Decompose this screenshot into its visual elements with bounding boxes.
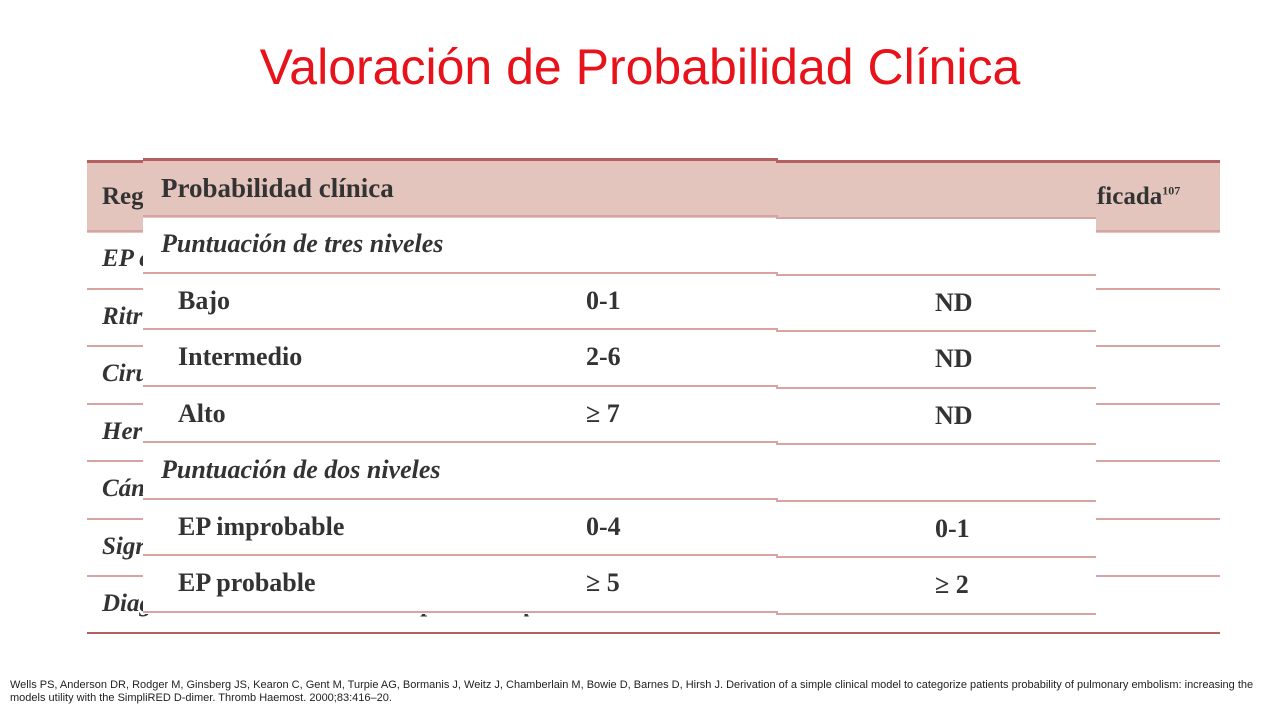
score-alt: ND bbox=[935, 400, 973, 430]
score: ≥ 5 bbox=[586, 568, 620, 597]
score: 2-6 bbox=[586, 342, 621, 371]
score-alt: ≥ 2 bbox=[935, 570, 969, 599]
row-line bbox=[776, 386, 1096, 389]
row-line bbox=[143, 554, 778, 556]
header-fragment: ificada107 bbox=[1090, 184, 1180, 209]
row-line bbox=[776, 613, 1096, 615]
row-line bbox=[143, 497, 778, 500]
row-line bbox=[776, 443, 1096, 445]
row-line bbox=[143, 384, 778, 387]
row-label: Ciru bbox=[102, 360, 150, 387]
row-line bbox=[776, 273, 1096, 276]
row-line bbox=[143, 215, 778, 217]
score-alt: ND bbox=[935, 344, 973, 373]
score: ≥ 7 bbox=[586, 398, 620, 428]
row-line bbox=[776, 556, 1096, 558]
row-label: Intermedio bbox=[178, 342, 303, 371]
row-line bbox=[776, 499, 1096, 502]
probability-table: Probabilidad clínica Puntuación de tres … bbox=[143, 158, 1096, 615]
row-line bbox=[776, 330, 1096, 332]
table-header bbox=[776, 160, 1096, 218]
row-label: EP c bbox=[102, 245, 151, 272]
row-line bbox=[87, 632, 1220, 634]
row-label: Sigr bbox=[102, 532, 146, 560]
row-line bbox=[143, 441, 778, 443]
table-header bbox=[143, 158, 778, 218]
row-label: EP probable bbox=[178, 568, 316, 597]
row-label: Ritr bbox=[102, 302, 143, 330]
row-line bbox=[143, 611, 778, 613]
row-label: Bajo bbox=[178, 285, 230, 315]
footnote: Wells PS, Anderson DR, Rodger M, Ginsber… bbox=[10, 679, 1254, 704]
header-superscript: 107 bbox=[1162, 183, 1181, 198]
row-label: Alto bbox=[178, 398, 226, 428]
row-label: Her bbox=[102, 417, 143, 445]
table-header-text: Probabilidad clínica bbox=[161, 173, 394, 203]
score-alt: 0-1 bbox=[935, 513, 970, 543]
score: 0-4 bbox=[586, 511, 621, 541]
header-fragment-text: ificada bbox=[1090, 183, 1163, 210]
row-line bbox=[143, 271, 778, 274]
row-line bbox=[143, 328, 778, 330]
slide-title: Valoración de Probabilidad Clínica bbox=[259, 39, 1021, 95]
row-line bbox=[776, 217, 1096, 219]
score-alt: ND bbox=[935, 287, 973, 317]
header-fragment: Reg bbox=[102, 183, 144, 210]
section-label: Puntuación de dos niveles bbox=[161, 455, 441, 484]
score: 0-1 bbox=[586, 285, 621, 315]
row-label: EP improbable bbox=[178, 511, 345, 541]
row-label: Cán bbox=[102, 475, 146, 502]
section-label: Puntuación de tres niveles bbox=[161, 229, 444, 258]
